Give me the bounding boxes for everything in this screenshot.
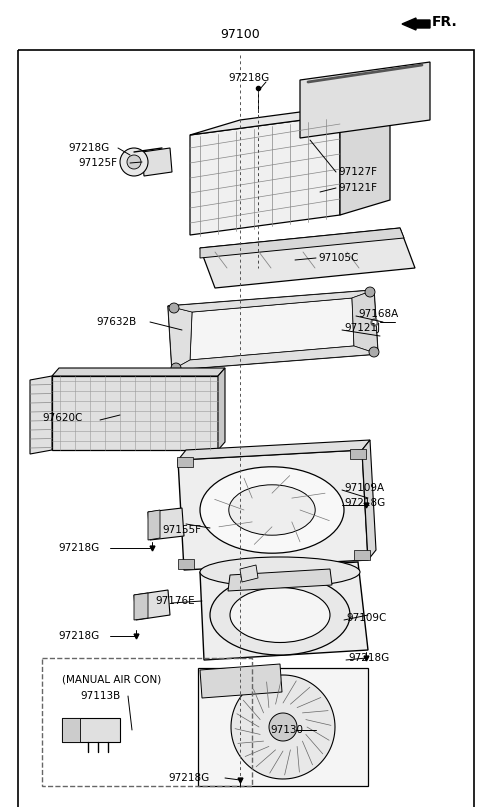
Polygon shape bbox=[178, 440, 370, 460]
Polygon shape bbox=[168, 290, 374, 312]
Polygon shape bbox=[62, 718, 120, 742]
Text: 97127F: 97127F bbox=[338, 167, 377, 177]
Polygon shape bbox=[200, 562, 368, 660]
Polygon shape bbox=[172, 346, 378, 370]
Text: 97100: 97100 bbox=[220, 27, 260, 40]
Text: 97155F: 97155F bbox=[162, 525, 201, 535]
Text: 97105C: 97105C bbox=[318, 253, 359, 263]
Ellipse shape bbox=[200, 557, 360, 587]
Polygon shape bbox=[200, 228, 404, 258]
Polygon shape bbox=[190, 298, 354, 360]
Text: 97130: 97130 bbox=[270, 725, 303, 735]
Polygon shape bbox=[168, 306, 192, 370]
Polygon shape bbox=[52, 368, 225, 376]
Polygon shape bbox=[178, 559, 194, 569]
Text: 97218G: 97218G bbox=[168, 773, 209, 783]
Ellipse shape bbox=[200, 466, 344, 554]
Text: 97176E: 97176E bbox=[155, 596, 194, 606]
Circle shape bbox=[127, 155, 141, 169]
Polygon shape bbox=[178, 450, 368, 570]
Polygon shape bbox=[190, 115, 340, 235]
Polygon shape bbox=[352, 290, 378, 354]
Polygon shape bbox=[200, 228, 415, 288]
Polygon shape bbox=[148, 508, 184, 540]
Text: 97168A: 97168A bbox=[358, 309, 398, 319]
Circle shape bbox=[169, 303, 179, 313]
Text: 97632B: 97632B bbox=[96, 317, 136, 327]
Polygon shape bbox=[134, 593, 148, 620]
Polygon shape bbox=[354, 550, 370, 560]
Text: 97218G: 97218G bbox=[58, 631, 99, 641]
Circle shape bbox=[120, 148, 148, 176]
Text: 97218G: 97218G bbox=[348, 653, 389, 663]
Text: 97121F: 97121F bbox=[338, 183, 377, 193]
Circle shape bbox=[365, 287, 375, 297]
Polygon shape bbox=[300, 62, 430, 138]
Text: 97125F: 97125F bbox=[78, 158, 117, 168]
Circle shape bbox=[171, 363, 181, 373]
Text: FR.: FR. bbox=[432, 15, 458, 29]
Text: (MANUAL AIR CON): (MANUAL AIR CON) bbox=[62, 675, 161, 685]
Text: 97113B: 97113B bbox=[80, 691, 120, 701]
Bar bbox=[198, 668, 368, 786]
Polygon shape bbox=[177, 457, 193, 467]
Polygon shape bbox=[228, 569, 332, 591]
Polygon shape bbox=[30, 376, 52, 454]
Polygon shape bbox=[218, 368, 225, 450]
Polygon shape bbox=[362, 440, 376, 560]
Polygon shape bbox=[142, 148, 172, 176]
Polygon shape bbox=[340, 100, 390, 215]
Ellipse shape bbox=[229, 485, 315, 535]
Text: 97218G: 97218G bbox=[344, 498, 385, 508]
Polygon shape bbox=[240, 565, 258, 582]
Text: 97218G: 97218G bbox=[68, 143, 109, 153]
Text: 97121J: 97121J bbox=[344, 323, 380, 333]
Circle shape bbox=[369, 347, 379, 357]
Text: 97218G: 97218G bbox=[228, 73, 269, 83]
Polygon shape bbox=[62, 718, 80, 742]
Polygon shape bbox=[350, 449, 366, 459]
Text: 97620C: 97620C bbox=[42, 413, 83, 423]
FancyArrow shape bbox=[402, 18, 430, 30]
Bar bbox=[42, 658, 252, 786]
Text: 97218G: 97218G bbox=[58, 543, 99, 553]
Ellipse shape bbox=[230, 587, 330, 642]
Polygon shape bbox=[231, 675, 335, 779]
Polygon shape bbox=[52, 376, 218, 450]
Text: 97109A: 97109A bbox=[344, 483, 384, 493]
Text: 97109C: 97109C bbox=[346, 613, 386, 623]
Polygon shape bbox=[269, 713, 297, 741]
Polygon shape bbox=[190, 100, 390, 135]
Polygon shape bbox=[134, 590, 170, 620]
Polygon shape bbox=[200, 664, 282, 698]
Polygon shape bbox=[148, 510, 160, 540]
Ellipse shape bbox=[210, 575, 350, 655]
